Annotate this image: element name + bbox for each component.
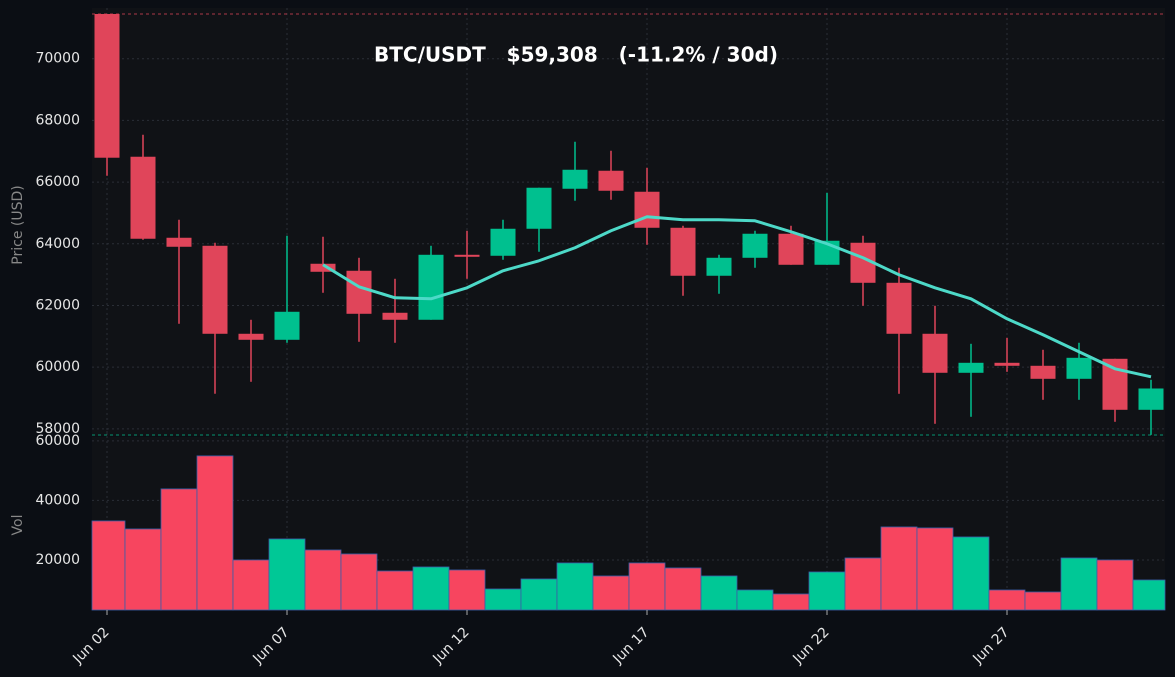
chart-title: BTC/USDT $59,308 (-11.2% / 30d) [374,43,778,67]
marks [91,14,1166,611]
candle-body [706,257,732,276]
volume-bar [772,593,810,611]
candle-body [670,227,696,276]
volume-bar [91,520,126,611]
volume-bar [700,575,738,611]
volume-bar [844,557,882,611]
candle-body [382,312,408,320]
candle-body [346,270,372,314]
candle-body [310,263,336,272]
volume-bar [808,571,846,611]
volume-bar [952,536,990,611]
y-tick-label: 60000 [35,433,80,449]
volume-bar [628,562,666,611]
volume-bar [412,566,450,611]
y-tick-label: 20000 [35,552,80,568]
volume-bar [196,455,234,611]
volume-bar [160,488,198,611]
volume-bar [1132,579,1166,611]
candle-body [454,254,480,257]
y-tick-label: 58000 [35,421,80,437]
volume-bar [1060,557,1098,611]
y-tick-label: 66000 [35,174,80,190]
volume-bar [880,526,918,611]
candle-body [130,156,156,239]
y-tick-label: 62000 [35,297,80,313]
candle-body [994,362,1020,366]
moving-average-line [322,215,1152,379]
y-axis-label: Vol [10,515,26,536]
y-tick-label: 40000 [35,492,80,508]
candle-body [274,311,300,340]
y-tick-label: 70000 [35,51,80,67]
y-tick-label: 64000 [35,236,80,252]
candle-body [1066,357,1092,379]
volume-bar [592,575,630,611]
candle-body [1138,388,1164,410]
volume-bar [304,549,342,611]
candle-body [1102,358,1128,410]
candle-body [598,170,624,191]
y-tick-label: 60000 [35,359,80,375]
candle-body [238,333,264,340]
candle-body [166,237,192,247]
volume-bar [232,559,270,611]
candle-body [526,187,552,229]
volume-bar [340,553,378,611]
candle-body [634,191,660,228]
candle-body [1030,365,1056,379]
volume-bar [520,578,558,611]
y-tick-label: 68000 [35,112,80,128]
volume-bar [484,588,522,611]
volume-bar [268,538,306,611]
volume-bar [556,562,594,611]
candle-body [958,362,984,373]
candle-body [742,233,768,258]
volume-bar [664,567,702,611]
candle-body [922,333,948,373]
volume-bar [736,589,774,611]
grid [92,8,1165,610]
y-axis-label: Price (USD) [10,185,26,264]
volume-bar [1096,559,1134,611]
candle-body [886,282,912,334]
candle-body [490,228,516,256]
volume-bar [988,589,1026,611]
volume-bar [448,569,486,611]
candle-body [94,14,120,158]
volume-bar [916,527,954,611]
candle-body [562,169,588,189]
candle-body [202,245,228,334]
volume-bar [124,528,162,611]
candle-body [418,254,444,320]
volume-bar [376,570,414,611]
volume-bar [1024,591,1062,611]
price-panel [92,8,1165,436]
candle-body [778,233,804,265]
